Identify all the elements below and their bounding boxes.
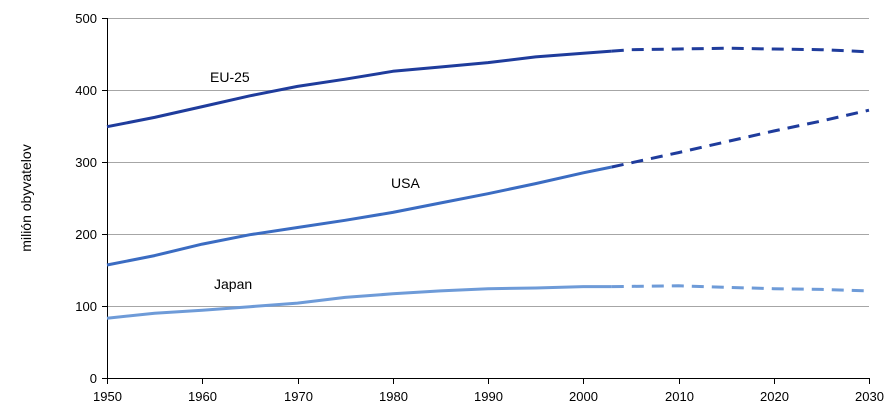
series-labels: EU-25 USA Japan bbox=[210, 69, 420, 292]
x-tick-label-1990: 1990 bbox=[474, 389, 503, 404]
y-tick-label-400: 400 bbox=[75, 83, 97, 98]
x-tick-label-1970: 1970 bbox=[284, 389, 313, 404]
y-axis-ticks: 0 100 200 300 400 500 bbox=[75, 11, 107, 386]
x-axis-ticks: 1950 1960 1970 1980 1990 2000 2010 2020 2030 bbox=[93, 378, 884, 404]
series-projection-line-usa bbox=[611, 108, 870, 169]
y-tick-label-500: 500 bbox=[75, 11, 97, 26]
x-tick-label-2010: 2010 bbox=[665, 389, 694, 404]
series-line-usa bbox=[106, 165, 613, 267]
series-label-usa: USA bbox=[391, 175, 420, 191]
y-tick-label-0: 0 bbox=[90, 371, 97, 386]
x-tick-label-1950: 1950 bbox=[93, 389, 122, 404]
series-line-eu-25 bbox=[106, 49, 612, 129]
series-projection-line-japan bbox=[611, 284, 870, 293]
y-tick-label-300: 300 bbox=[75, 155, 97, 170]
x-tick-label-2020: 2020 bbox=[760, 389, 789, 404]
y-tick-label-100: 100 bbox=[75, 299, 97, 314]
y-tick-label-200: 200 bbox=[75, 227, 97, 242]
x-tick-label-2000: 2000 bbox=[569, 389, 598, 404]
series-projection-line-eu-25 bbox=[611, 46, 870, 54]
x-tick-label-1980: 1980 bbox=[379, 389, 408, 404]
series-label-eu-25: EU-25 bbox=[210, 69, 250, 85]
series-lines bbox=[106, 46, 870, 320]
series-line-japan bbox=[106, 285, 612, 320]
series-label-japan: Japan bbox=[214, 276, 252, 292]
y-axis-title: milión obyvatelov bbox=[18, 144, 34, 251]
x-tick-label-2030: 2030 bbox=[855, 389, 884, 404]
gridlines bbox=[107, 18, 869, 307]
x-tick-label-1960: 1960 bbox=[188, 389, 217, 404]
